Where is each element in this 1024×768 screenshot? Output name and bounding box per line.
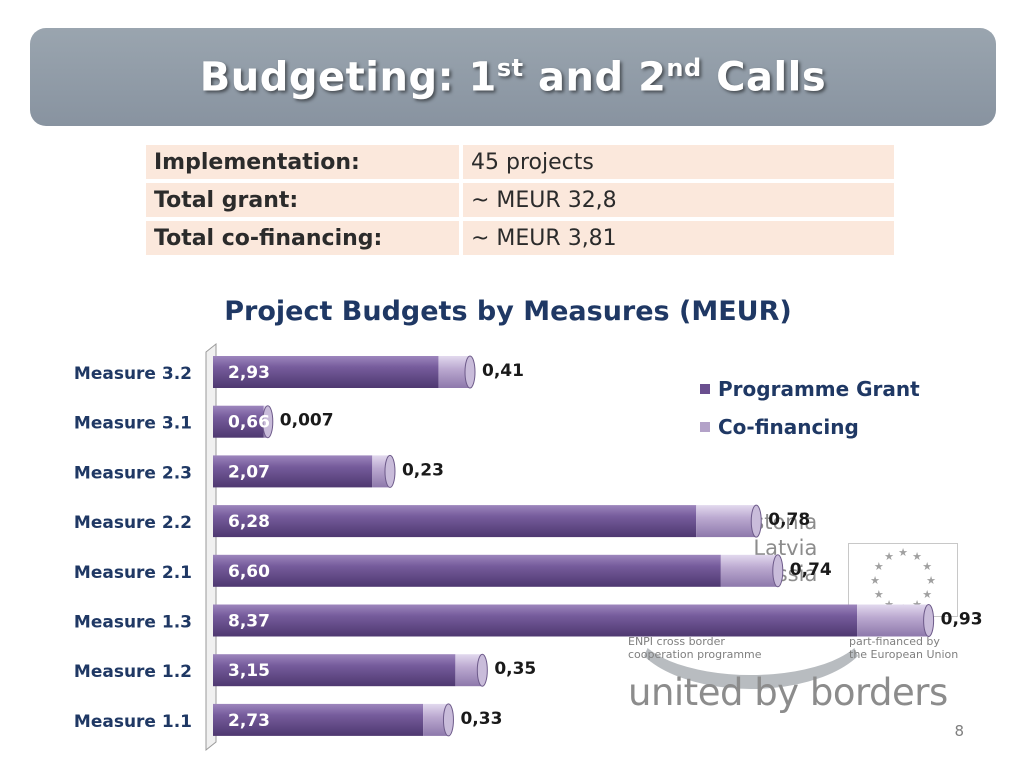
category-label: Measure 1.2: [74, 662, 192, 682]
category-label: Measure 2.3: [74, 463, 192, 483]
bar-end-cap: [262, 405, 274, 439]
enpi-text: ENPI cross border cooperation programme: [628, 635, 762, 661]
category-label: Measure 1.1: [74, 712, 192, 732]
legend-item-cofin: Co-financing: [700, 408, 920, 446]
eu-star-icon: ★: [926, 574, 936, 587]
table-label: Total grant:: [146, 183, 459, 217]
data-label-grant: 2,93: [228, 363, 270, 383]
chart-legend: Programme Grant Co-financing: [700, 370, 920, 446]
table-row: Total co-financing: ~ MEUR 3,81: [146, 221, 894, 255]
eu-star-icon: ★: [870, 574, 880, 587]
bar-cofin: [720, 554, 778, 587]
category-label: Measure 3.1: [74, 414, 192, 434]
table-row: Implementation: 45 projects: [146, 145, 894, 179]
bar-grant: [213, 654, 456, 687]
data-label-cofin: 0,33: [460, 709, 502, 729]
legend-item-grant: Programme Grant: [700, 370, 920, 408]
axis-wall: [205, 342, 217, 752]
bar-end-cap: [442, 703, 454, 737]
data-label-grant: 2,73: [228, 711, 270, 731]
category-label: Measure 1.3: [74, 613, 192, 633]
eu-star-icon: ★: [874, 560, 884, 573]
bar-end-cap: [384, 454, 396, 488]
category-label: Measure 3.2: [74, 364, 192, 384]
eu-star-icon: ★: [874, 588, 884, 601]
table-value: ~ MEUR 3,81: [463, 221, 894, 255]
bar-end-cap: [476, 653, 488, 687]
page-number: 8: [954, 722, 964, 740]
table-label: Total co-financing:: [146, 221, 459, 255]
bar-end-cap: [750, 504, 762, 538]
bar-cofin: [857, 604, 929, 637]
data-label-cofin: 0,78: [768, 510, 810, 530]
title-bar: Budgeting: 1st and 2nd Calls: [30, 28, 996, 126]
table-value: ~ MEUR 32,8: [463, 183, 894, 217]
slogan: united by borders: [628, 671, 948, 714]
eu-star-icon: ★: [884, 550, 894, 563]
bar-grant: [213, 455, 373, 488]
legend-swatch-grant: [700, 384, 710, 394]
data-label-grant: 3,15: [228, 661, 270, 681]
bar-grant: [213, 356, 439, 388]
bar-cofin: [696, 505, 757, 538]
bar-end-cap: [923, 604, 935, 637]
category-label: Measure 2.1: [74, 563, 192, 583]
data-label-cofin: 0,41: [482, 361, 524, 381]
table-row: Total grant: ~ MEUR 32,8: [146, 183, 894, 217]
summary-table: Implementation: 45 projects Total grant:…: [142, 141, 898, 259]
eu-star-icon: ★: [922, 560, 932, 573]
data-label-grant: 6,28: [228, 512, 270, 532]
legend-label: Co-financing: [718, 415, 859, 439]
eu-star-icon: ★: [912, 550, 922, 563]
legend-swatch-cofin: [700, 422, 710, 432]
bar-grant: [213, 405, 264, 438]
bar-grant: [213, 604, 858, 637]
table-label: Implementation:: [146, 145, 459, 179]
data-label-cofin: 0,74: [790, 560, 832, 580]
eu-star-icon: ★: [922, 588, 932, 601]
bar-grant: [213, 554, 721, 587]
data-label-grant: 2,07: [228, 462, 270, 482]
data-label-cofin: 0,007: [280, 411, 334, 431]
data-label-cofin: 0,93: [941, 610, 983, 630]
data-label-grant: 8,37: [228, 612, 270, 632]
bar-grant: [213, 703, 424, 736]
eu-star-icon: ★: [898, 546, 908, 559]
data-label-cofin: 0,23: [402, 460, 444, 480]
data-label-cofin: 0,35: [494, 659, 536, 679]
table-value: 45 projects: [463, 145, 894, 179]
bar-end-cap: [464, 355, 476, 389]
slide-title: Budgeting: 1st and 2nd Calls: [199, 53, 827, 101]
data-label-grant: 6,60: [228, 562, 270, 582]
eu-text: part-financed by the European Union: [849, 635, 959, 661]
bar-end-cap: [772, 554, 784, 588]
category-label: Measure 2.2: [74, 513, 192, 533]
chart-title: Project Budgets by Measures (MEUR): [224, 296, 792, 327]
bar-grant: [213, 505, 697, 538]
legend-label: Programme Grant: [718, 377, 920, 401]
data-label-grant: 0,66: [228, 413, 270, 433]
